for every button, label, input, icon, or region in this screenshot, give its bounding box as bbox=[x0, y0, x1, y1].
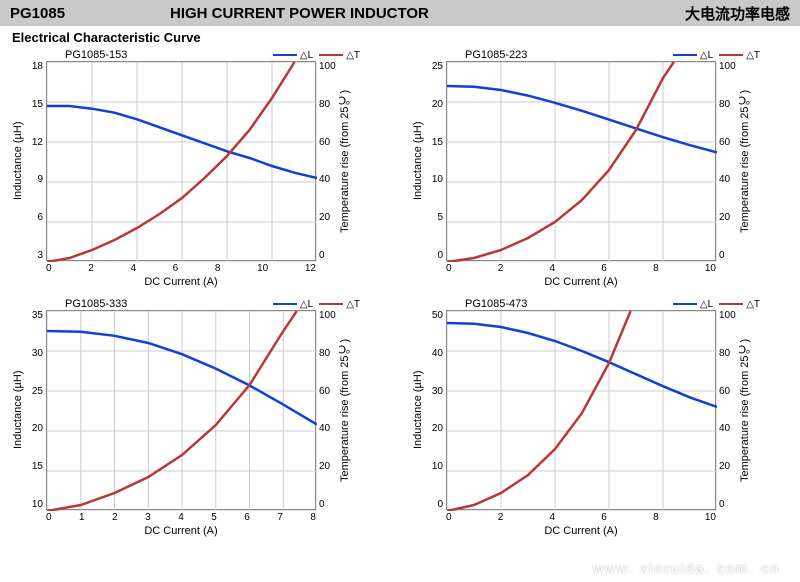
y-left-label: Inductance (µH) bbox=[10, 310, 24, 510]
x-ticks: 0246810 bbox=[446, 510, 716, 523]
plot-area bbox=[446, 310, 716, 510]
series-temperature bbox=[447, 311, 631, 511]
plot-area bbox=[46, 61, 316, 261]
chart-panel: PG1085-473△L △T Inductance (µH)50403020100… bbox=[410, 298, 790, 537]
chart-title: PG1085-473 bbox=[465, 298, 673, 310]
y-left-ticks: 50403020100 bbox=[424, 310, 446, 510]
y-left-ticks: 181512963 bbox=[24, 61, 46, 261]
chart-panel: PG1085-333△L △T Inductance (µH)35302520151… bbox=[10, 298, 390, 537]
charts-grid: PG1085-153△L△TInductance (µH)18151296302… bbox=[0, 49, 800, 547]
chart-panel: PG1085-153△L △T Inductance (µH)18151296302… bbox=[10, 49, 390, 288]
chart-title: PG1085-333 bbox=[65, 298, 273, 310]
y-right-label: Temperature rise (from 25℃) bbox=[738, 310, 752, 510]
y-right-ticks: 100806040200 bbox=[716, 310, 738, 510]
chart-panel: PG1085-223△L △T Inductance (µH)25201510500… bbox=[410, 49, 790, 288]
plot-area bbox=[446, 61, 716, 261]
y-left-ticks: 2520151050 bbox=[424, 61, 446, 261]
chart-title: PG1085-223 bbox=[465, 49, 673, 61]
legend-t: △T bbox=[319, 299, 360, 310]
y-left-label: Inductance (µH) bbox=[410, 61, 424, 261]
series-temperature bbox=[47, 311, 297, 511]
legend: △L △T bbox=[273, 50, 360, 61]
y-right-ticks: 100806040200 bbox=[716, 61, 738, 261]
watermark: www. xinruida. com. cn bbox=[593, 560, 780, 576]
section-title: Electrical Characteristic Curve bbox=[0, 26, 800, 49]
y-left-label: Inductance (µH) bbox=[410, 310, 424, 510]
header-bar: PG1085 HIGH CURRENT POWER INDUCTOR 大电流功率… bbox=[0, 0, 800, 26]
series-inductance bbox=[447, 323, 717, 407]
x-ticks: 024681012 bbox=[46, 261, 316, 274]
x-ticks: 012345678 bbox=[46, 510, 316, 523]
series-temperature bbox=[447, 62, 674, 262]
chart-title: PG1085-153 bbox=[65, 49, 273, 61]
y-right-label: Temperature rise (from 25℃) bbox=[338, 310, 352, 510]
legend-l: △L bbox=[673, 299, 713, 310]
legend-t: △T bbox=[719, 50, 760, 61]
title-cn: 大电流功率电感 bbox=[610, 3, 790, 24]
y-right-ticks: 100806040200 bbox=[316, 61, 338, 261]
part-number: PG1085 bbox=[10, 5, 150, 22]
legend-t: △T bbox=[319, 50, 360, 61]
x-ticks: 0246810 bbox=[446, 261, 716, 274]
legend: △L △T bbox=[673, 50, 760, 61]
x-label: DC Current (A) bbox=[446, 525, 716, 537]
legend-t: △T bbox=[719, 299, 760, 310]
legend-l: △L bbox=[273, 299, 313, 310]
y-right-label: Temperature rise (from 25℃) bbox=[738, 61, 752, 261]
title-en: HIGH CURRENT POWER INDUCTOR bbox=[150, 5, 610, 22]
y-left-ticks: 353025201510 bbox=[24, 310, 46, 510]
plot-area bbox=[46, 310, 316, 510]
legend: △L △T bbox=[273, 299, 360, 310]
y-right-ticks: 100806040200 bbox=[316, 310, 338, 510]
legend: △L △T bbox=[673, 299, 760, 310]
legend-l: △L bbox=[673, 50, 713, 61]
y-right-label: Temperature rise (from 25℃) bbox=[338, 61, 352, 261]
x-label: DC Current (A) bbox=[46, 276, 316, 288]
x-label: DC Current (A) bbox=[446, 276, 716, 288]
legend-l: △L bbox=[273, 50, 313, 61]
y-left-label: Inductance (µH) bbox=[10, 61, 24, 261]
x-label: DC Current (A) bbox=[46, 525, 316, 537]
